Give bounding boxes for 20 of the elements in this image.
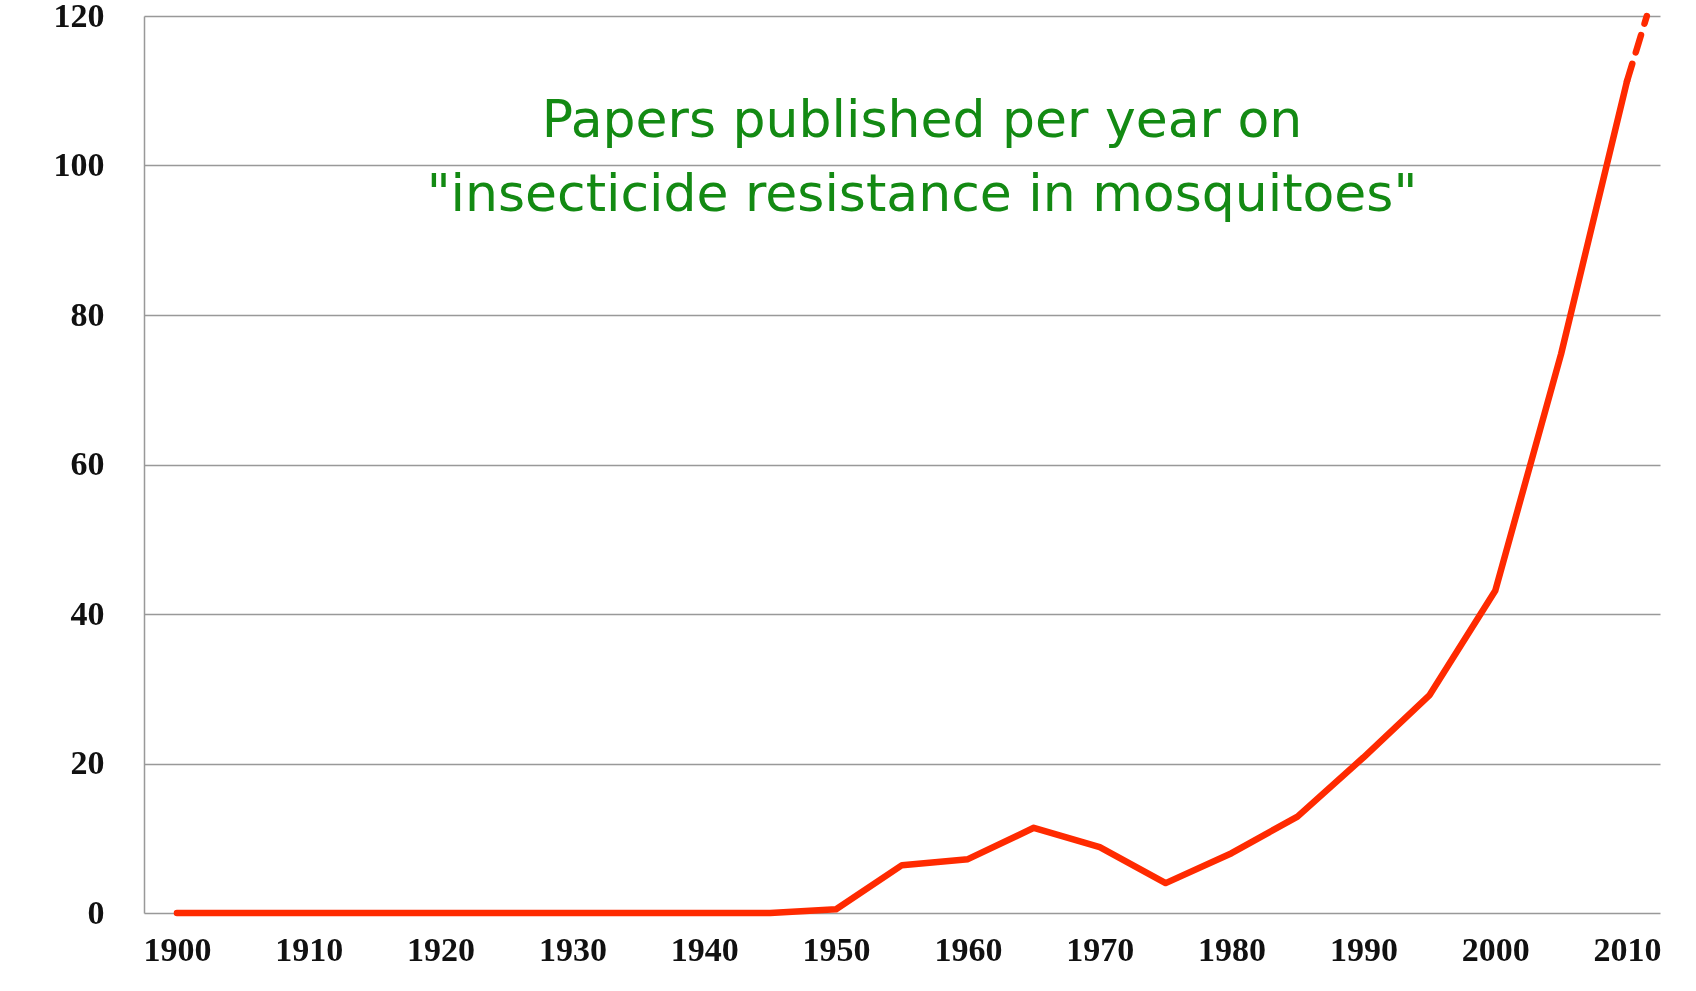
x-tick-label: 1970 [1066,930,1135,968]
x-tick-label: 2000 [1461,930,1530,968]
y-tick-label: 80 [70,295,105,333]
x-tick-label: 1960 [934,930,1003,968]
y-tick-label: 20 [70,744,105,781]
x-tick-label: 1950 [802,930,871,968]
y-tick-label: 60 [70,445,105,482]
x-tick-label: 1980 [1198,930,1267,968]
y-tick-label: 120 [53,0,105,34]
x-tick-label: 1900 [143,930,212,968]
x-tick-label: 2010 [1593,930,1662,968]
x-tick-label: 1930 [538,930,607,968]
x-tick-label: 1920 [407,930,476,968]
x-tick-label: 1940 [670,930,739,968]
text: Papers published per year on "insecticide resistance in mosquitoes" [426,89,1418,223]
y-tick-label: 0 [87,893,105,931]
x-tick-label: 1910 [275,930,344,968]
y-tick-label: 40 [70,594,105,632]
y-tick-label: 100 [53,146,105,183]
x-tick-label: 1990 [1329,930,1398,968]
